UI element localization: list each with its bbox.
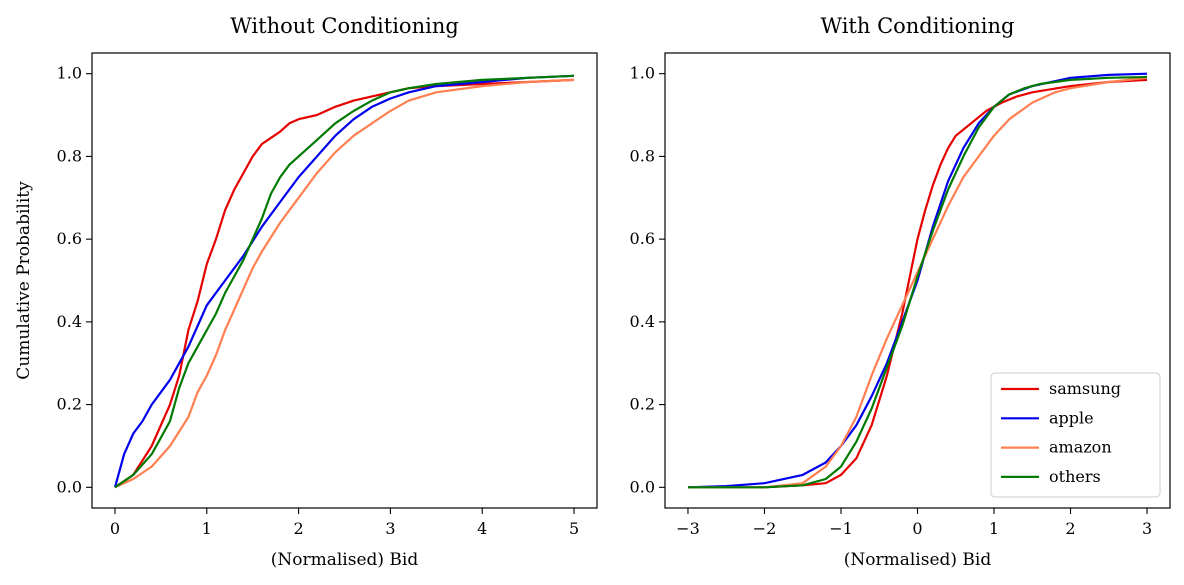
y-axis-label: Cumulative Probability (14, 181, 34, 380)
legend-box (990, 372, 1161, 498)
y-tick-label: 0.0 (630, 477, 655, 496)
x-tick-label: −3 (676, 519, 700, 538)
series-line-amazon (114, 78, 575, 489)
x-tick-label: 0 (110, 519, 120, 538)
x-tick-label: 4 (477, 519, 487, 538)
y-tick-label: 0.2 (630, 395, 655, 414)
x-axis-label: (Normalised) Bid (844, 550, 992, 570)
right-chart-panel: −3 −2 −1 0 1 2 3 0.0 0.2 0.4 0.6 0.8 1.0 With Conditi… (630, 14, 1171, 570)
x-tick-label: 3 (385, 519, 395, 538)
x-tick-label: 3 (1142, 519, 1152, 538)
series-line-amazon (688, 76, 1148, 489)
legend-label-samsung: samsung (1049, 379, 1121, 398)
y-tick-label: 1.0 (630, 64, 655, 83)
y-tick-label: 0.4 (57, 312, 82, 331)
legend-label-others: others (1049, 467, 1101, 486)
y-tick-label: 0.2 (57, 395, 82, 414)
series-line-others (114, 74, 575, 489)
series-lines (113, 74, 575, 489)
y-tick-label: 0.6 (57, 229, 82, 248)
x-tick-label: 5 (569, 519, 579, 538)
x-tick-label: 2 (1065, 519, 1075, 538)
y-tick-label: 0.8 (57, 146, 82, 165)
axes-frame (91, 52, 598, 509)
legend-label-apple: apple (1049, 408, 1094, 427)
legend-label-amazon: amazon (1049, 438, 1112, 457)
series-lines (687, 72, 1148, 489)
x-tick-label: −1 (829, 519, 853, 538)
y-tick-label: 0.6 (630, 229, 655, 248)
chart-title: Without Conditioning (230, 14, 459, 38)
x-tick-label: 2 (293, 519, 303, 538)
x-axis-label: (Normalised) Bid (271, 550, 419, 570)
chart-title: With Conditioning (821, 14, 1015, 38)
y-tick-label: 0.4 (630, 312, 655, 331)
x-tick-label: 1 (989, 519, 999, 538)
left-chart-panel: 0 1 2 3 4 5 0.0 0.2 0.4 0.6 0.8 1.0 Without Conditio… (14, 14, 598, 570)
series-line-others (688, 75, 1148, 489)
x-tick-label: −2 (753, 519, 777, 538)
x-tick-label: 1 (202, 519, 212, 538)
y-tick-label: 1.0 (57, 64, 82, 83)
legend: samsung apple amazon others (990, 372, 1161, 498)
series-line-samsung (688, 78, 1148, 489)
y-tick-label: 0.0 (57, 477, 82, 496)
x-tick-label: 0 (912, 519, 922, 538)
y-tick-label: 0.8 (630, 146, 655, 165)
